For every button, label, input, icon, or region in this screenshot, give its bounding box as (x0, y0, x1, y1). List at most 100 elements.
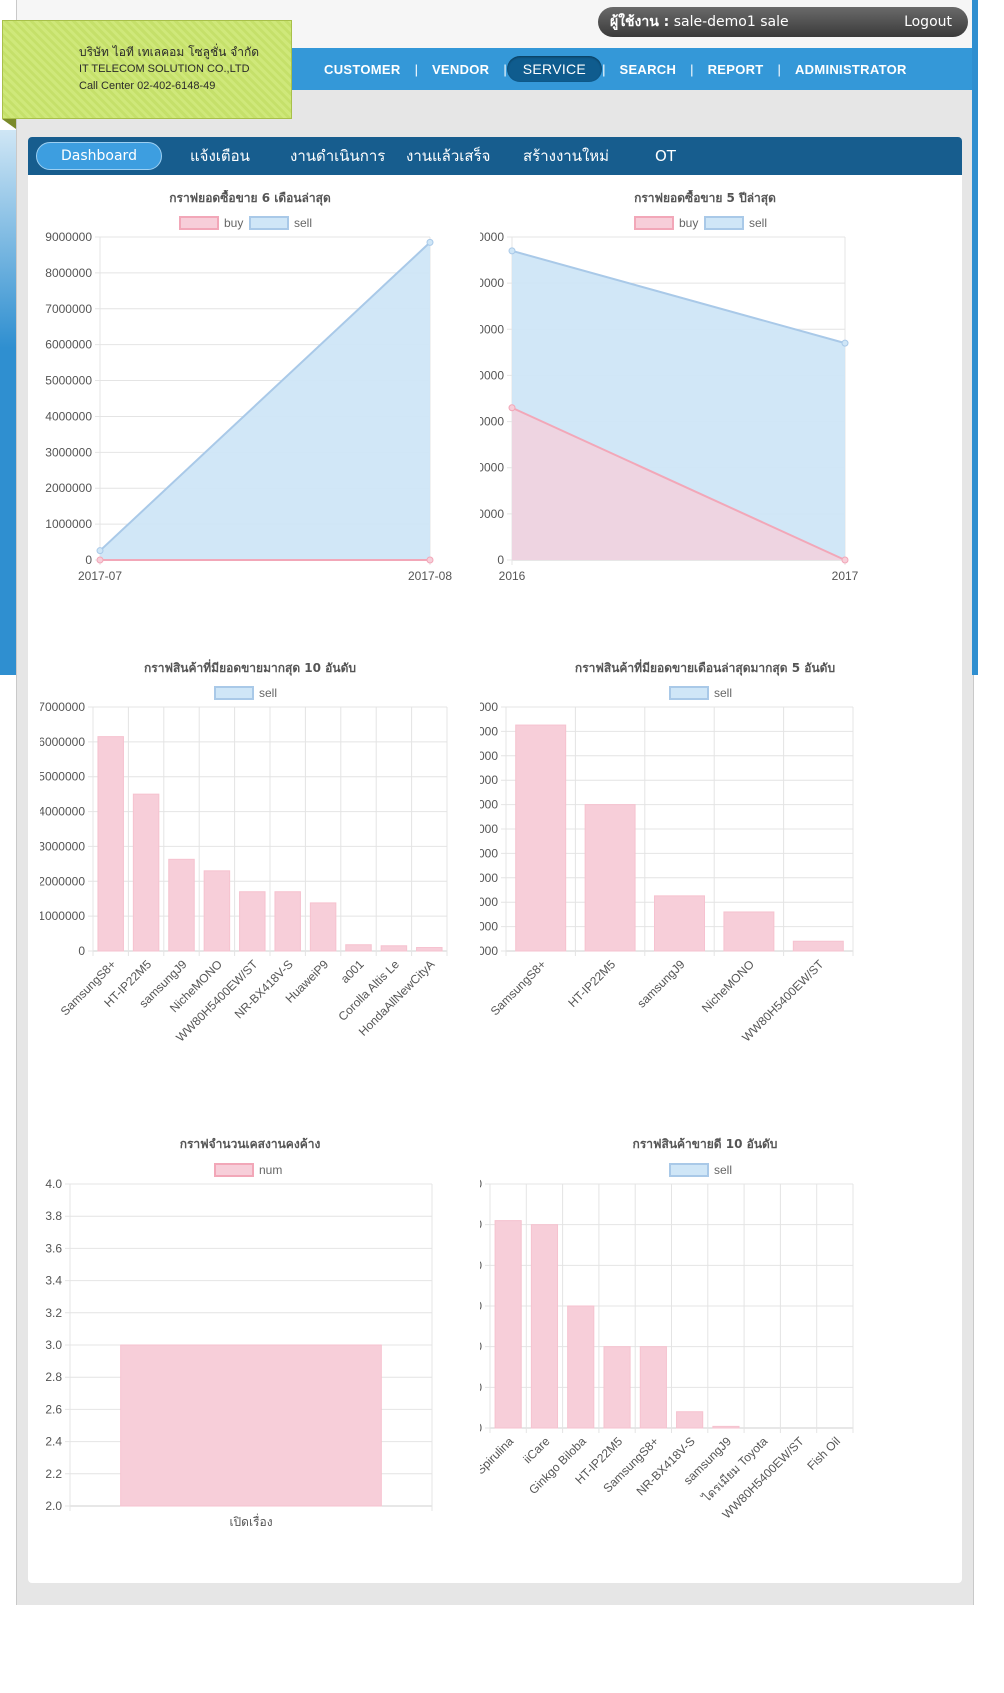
bar (712, 1425, 740, 1429)
y-tick-label: 2.2 (45, 1467, 62, 1481)
y-tick-label: 2.0 (45, 1499, 62, 1513)
bar (416, 947, 443, 952)
logout-link[interactable]: Logout (904, 14, 952, 30)
logo-fold-corner (2, 119, 16, 129)
y-tick-label: 0 (85, 553, 92, 567)
legend-label-sell: sell (714, 686, 732, 700)
nav-item-service[interactable]: SERVICE (506, 56, 603, 82)
user-name: sale-demo1 sale (673, 14, 789, 30)
company-logo: บริษัท ไอที เทเลคอม โซลูชั่น จำกัด IT TE… (2, 20, 292, 119)
x-tick-label: 2017 (832, 569, 859, 583)
x-tick-label: SamsungS8+ (488, 957, 549, 1018)
y-tick-label: 5000000 (40, 770, 85, 784)
y-tick-label: 4000000 (40, 805, 85, 819)
company-call-center: Call Center 02-402-6148-49 (79, 80, 216, 92)
y-tick-label: 4000000 (480, 461, 504, 475)
y-tick-label: 2.6 (45, 1402, 62, 1416)
bar (97, 736, 124, 952)
y-tick-label: 1000000 (40, 909, 85, 923)
tab-1[interactable]: แจ้งเตือน (190, 147, 250, 165)
y-tick-label: 5000000 (480, 773, 498, 787)
y-tick-label: 7000000 (40, 700, 85, 714)
user-bar: ผู้ใช้งาน : sale-demo1 sale Logout (598, 7, 968, 37)
legend-label-sell: sell (749, 216, 767, 230)
chart-body: กราฟสินค้าที่มียอดขายเดือนล่าสุดมากสุด 5… (480, 659, 854, 1044)
y-tick-label: 3.6 (45, 1241, 62, 1255)
y-tick-label: 350 (480, 1218, 482, 1232)
legend-swatch-buy (634, 216, 674, 230)
legend-swatch-sell (669, 686, 709, 700)
nav-item-customer[interactable]: CUSTOMER (324, 61, 401, 77)
bar (132, 793, 160, 952)
y-tick-label: 5500000 (480, 749, 498, 763)
x-tick-label: Corolla Altis Le (336, 957, 403, 1024)
x-tick-label: samsungJ9 (634, 957, 688, 1011)
line-sell (99, 241, 431, 552)
legend-swatch-num (214, 1163, 254, 1177)
bar (584, 804, 636, 952)
bar (792, 940, 844, 952)
y-tick-label: 250 (480, 1299, 482, 1313)
chart-body: กราฟสินค้าขายดี 10 อันดับ sell 100 150 200 25… (480, 1137, 854, 1521)
nav-item-report[interactable]: REPORT (707, 61, 764, 77)
bar (345, 944, 372, 952)
line-sell (511, 249, 846, 345)
bar (639, 1346, 667, 1429)
bar (515, 724, 567, 952)
y-tick-label: 4.0 (45, 1177, 62, 1191)
tab-3[interactable]: งานแล้วเสร็จ (406, 147, 491, 165)
x-tick-label: 2016 (499, 569, 526, 583)
y-tick-label: 2.4 (45, 1435, 62, 1449)
nav-item-search[interactable]: SEARCH (619, 61, 677, 77)
legend-swatch-sell (249, 216, 289, 230)
x-tick-label: Fish Oil (804, 1434, 843, 1473)
bar (274, 891, 301, 952)
y-tick-label: 6000000 (40, 735, 85, 749)
chart-body: กราฟสินค้าที่มียอดขายมากสุด 10 อันดับกรา… (40, 659, 448, 1044)
y-tick-label: 14000000 (480, 230, 504, 244)
chart-pending-cases: กราฟจำนวนเคสงานคงค้าง num 2.0 2.2 2.4 2.6 2.8 3… (45, 1137, 433, 1529)
bar (120, 1344, 382, 1507)
user-info: ผู้ใช้งาน : sale-demo1 sale (610, 11, 789, 33)
legend-swatch-sell (214, 686, 254, 700)
y-tick-label: 7000000 (45, 302, 92, 316)
nav-item-vendor[interactable]: VENDOR (431, 61, 490, 77)
y-tick-label: 2500000 (480, 895, 498, 909)
y-tick-label: 4000000 (45, 409, 92, 423)
legend-swatch-buy (179, 216, 219, 230)
x-tick-label: NicheMONO (699, 957, 757, 1015)
y-tick-label: 6000000 (480, 415, 504, 429)
bar (603, 1346, 631, 1429)
y-tick-label: 5000000 (45, 374, 92, 388)
y-tick-label: 2.8 (45, 1370, 62, 1384)
chart-body: กราฟจำนวนเคสงานคงค้าง num 2.0 2.2 2.4 2.6 2.8 3… (45, 1137, 433, 1529)
bar (380, 945, 408, 952)
legend-label-num: num (259, 1163, 282, 1177)
y-tick-label: 3.0 (45, 1338, 62, 1352)
right-accent-bar (972, 0, 978, 675)
y-tick-label: 4500000 (480, 798, 498, 812)
chart-body: กราฟยอดซื้อขาย 5 ปีล่าสุด buy sell 0 2000000… (480, 190, 859, 583)
tab-4[interactable]: สร้างงานใหม่ (523, 147, 610, 165)
y-tick-label: 0 (497, 553, 504, 567)
y-tick-label: 150 (480, 1380, 482, 1394)
chart-buy-sell-6-months: กราฟยอดซื้อขาย 6 เดือนล่าสุด buy sell 0 1000… (45, 190, 452, 583)
main-nav-items: CUSTOMER | VENDOR | SERVICE | SEARCH | REPORT | AD… (310, 48, 921, 90)
point-buy (96, 556, 104, 564)
x-tick-label: iiCare (521, 1434, 553, 1466)
nav-separator: | (602, 61, 606, 77)
tab-0[interactable]: Dashboard (36, 142, 162, 170)
chart-title: กราฟจำนวนเคสงานคงค้าง (180, 1137, 321, 1151)
x-tick-label: เปิดเรื่อง (229, 1513, 272, 1529)
nav-item-administrator[interactable]: ADMINISTRATOR (794, 61, 907, 77)
chart-title: กราฟสินค้าที่มียอดขายเดือนล่าสุดมากสุด 5… (575, 659, 835, 676)
tab-5[interactable]: OT (655, 147, 676, 165)
bar (567, 1305, 595, 1429)
user-label: ผู้ใช้งาน : (610, 14, 670, 30)
y-tick-label: 2000000 (480, 507, 504, 521)
tab-2[interactable]: งานดำเนินการ (290, 147, 386, 165)
y-tick-label: 6500000 (480, 700, 498, 714)
chart-title: กราฟยอดซื้อขาย 5 ปีล่าสุด (634, 190, 776, 206)
x-tick-label: a001 (338, 957, 367, 986)
y-tick-label: 2000000 (45, 481, 92, 495)
